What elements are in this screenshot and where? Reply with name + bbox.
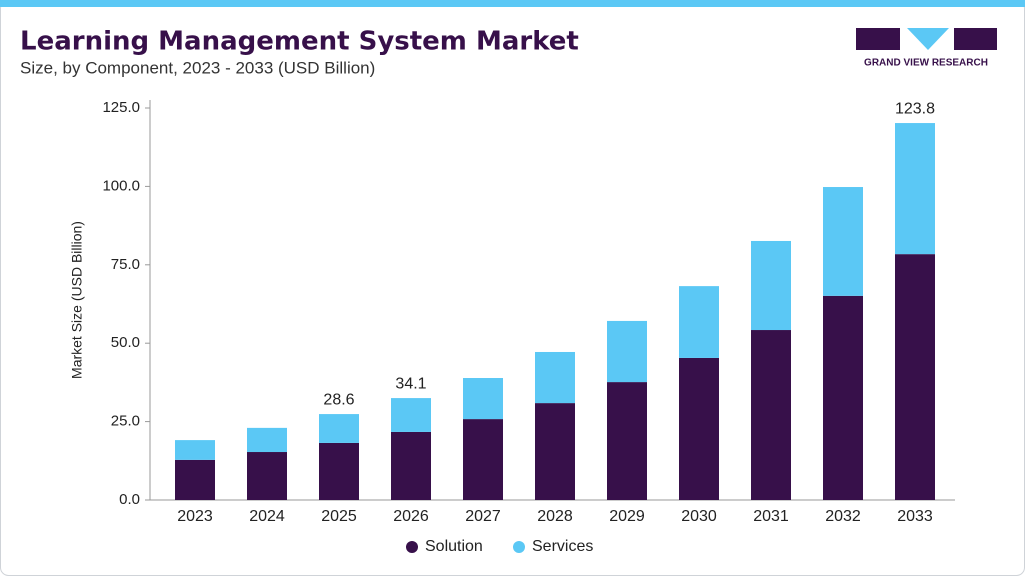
x-tick-label: 2023 — [177, 508, 213, 525]
bar-segment — [751, 240, 791, 331]
bar-segment — [535, 351, 575, 404]
bar-segment — [607, 320, 647, 383]
logo-text: GRAND VIEW RESEARCH — [864, 58, 988, 69]
y-tick-label: 50.0 — [111, 334, 140, 351]
top-bar — [0, 0, 1025, 7]
x-tick-label: 2027 — [465, 508, 501, 525]
x-tick-label: 2032 — [825, 508, 861, 525]
y-tick-label: 75.0 — [111, 256, 140, 273]
bar-segment — [319, 414, 359, 443]
x-tick-label: 2030 — [681, 508, 717, 525]
legend-label: Solution — [425, 538, 483, 555]
bar-segment — [679, 286, 719, 358]
bar-segment — [823, 295, 863, 500]
y-axis-label: Market Size (USD Billion) — [69, 221, 85, 379]
x-tick-label: 2031 — [753, 508, 789, 525]
legend-label: Services — [532, 538, 593, 555]
bar-segment — [895, 123, 935, 255]
x-tick-label: 2026 — [393, 508, 429, 525]
chart-title: Learning Management System Market — [20, 27, 579, 57]
y-tick-label: 125.0 — [102, 99, 140, 116]
chart-subtitle: Size, by Component, 2023 - 2033 (USD Bil… — [20, 58, 375, 77]
logo-block — [856, 28, 900, 50]
legend-swatch — [513, 541, 525, 553]
bar-segment — [319, 442, 359, 500]
y-tick-label: 25.0 — [111, 413, 140, 430]
bar-segment — [175, 459, 215, 500]
x-tick-label: 2033 — [897, 508, 933, 525]
logo: GRAND VIEW RESEARCH — [856, 28, 997, 69]
bar-segment — [751, 330, 791, 500]
x-tick-label: 2024 — [249, 508, 285, 525]
bar-segment — [607, 382, 647, 500]
bar-segment — [391, 398, 431, 432]
legend-swatch — [406, 541, 418, 553]
bar-segment — [823, 187, 863, 296]
total-label: 123.8 — [895, 100, 935, 117]
bar-segment — [463, 378, 503, 420]
y-tick-label: 100.0 — [102, 177, 140, 194]
logo-block — [954, 28, 997, 50]
y-tick-label: 0.0 — [119, 491, 140, 508]
x-tick-label: 2028 — [537, 508, 573, 525]
bar-segment — [391, 431, 431, 500]
x-tick-label: 2025 — [321, 508, 357, 525]
x-tick-label: 2029 — [609, 508, 645, 525]
bar-segment — [463, 419, 503, 500]
bar-segment — [535, 403, 575, 500]
total-label: 28.6 — [323, 391, 354, 408]
bar-segment — [679, 357, 719, 500]
logo-block — [907, 28, 949, 50]
bar-segment — [247, 427, 287, 453]
bar-segment — [175, 440, 215, 460]
bar-segment — [895, 254, 935, 500]
total-label: 34.1 — [395, 375, 426, 392]
bar-segment — [247, 452, 287, 500]
